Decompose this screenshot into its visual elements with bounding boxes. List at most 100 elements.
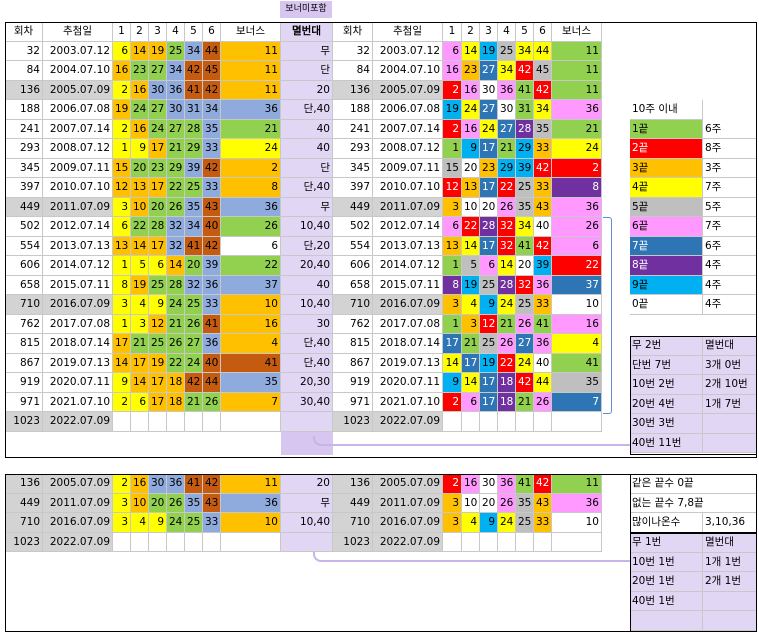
number-cell[interactable]: 14	[131, 373, 149, 393]
date-cell[interactable]: 2004.07.10	[43, 61, 113, 81]
header-round[interactable]: 회차	[5, 22, 43, 42]
ending-bonus-cell[interactable]: 2	[552, 158, 602, 178]
number-cell[interactable]: 17	[131, 353, 149, 373]
ending-number-cell[interactable]: 26	[498, 334, 516, 354]
bonus-cell[interactable]: 11	[221, 474, 281, 494]
round-cell[interactable]: 449	[5, 493, 43, 513]
number-cell[interactable]: 6	[149, 256, 167, 276]
round-cell-right[interactable]: 710	[333, 513, 373, 533]
summary-bottom-b[interactable]	[703, 611, 757, 631]
round-cell[interactable]: 815	[5, 334, 43, 354]
ending-number-cell[interactable]: 4	[462, 295, 480, 315]
round-cell[interactable]: 502	[5, 217, 43, 237]
number-cell[interactable]: 42	[185, 373, 203, 393]
ending-number-cell[interactable]: 41	[516, 236, 534, 256]
summary-bottom-a[interactable]: 10번 1번	[630, 552, 703, 572]
number-cell[interactable]: 20	[131, 158, 149, 178]
summary-top-a[interactable]: 무 2번	[630, 336, 703, 356]
round-cell-right[interactable]: 397	[333, 178, 373, 198]
number-cell[interactable]: 30	[149, 80, 167, 100]
ending-number-cell[interactable]: 4	[462, 513, 480, 533]
number-cell[interactable]: 14	[113, 353, 131, 373]
ending-number-cell[interactable]: 14	[462, 373, 480, 393]
number-cell[interactable]: 13	[113, 236, 131, 256]
number-cell[interactable]: 16	[131, 80, 149, 100]
summary-top-b[interactable]	[703, 414, 757, 434]
ending-number-cell[interactable]: 21	[498, 139, 516, 159]
ending-number-cell[interactable]: 19	[480, 41, 498, 61]
ending-number-cell[interactable]: 43	[534, 197, 552, 217]
ending-number-cell[interactable]: 42	[534, 236, 552, 256]
note-cell[interactable]: 무	[281, 41, 333, 61]
number-cell[interactable]: 22	[131, 217, 149, 237]
date-cell-right[interactable]: 2016.07.09	[373, 295, 443, 315]
number-cell[interactable]: 6	[113, 217, 131, 237]
number-cell[interactable]: 23	[131, 61, 149, 81]
note-cell[interactable]: 30,40	[281, 392, 333, 412]
date-cell-right[interactable]: 2014.07.12	[373, 256, 443, 276]
note-cell[interactable]: 40	[281, 275, 333, 295]
ending-bonus-cell[interactable]: 16	[552, 314, 602, 334]
ending-number-cell[interactable]: 32	[516, 275, 534, 295]
round-cell[interactable]: 188	[5, 100, 43, 120]
ending-number-cell[interactable]: 2	[443, 80, 462, 100]
date-cell-right[interactable]: 2005.07.09	[373, 474, 443, 494]
note-cell[interactable]: 20,30	[281, 373, 333, 393]
ending-number-cell[interactable]: 42	[516, 373, 534, 393]
ending-number-cell[interactable]: 32	[498, 236, 516, 256]
ending-number-cell[interactable]: 41	[516, 80, 534, 100]
number-cell[interactable]: 35	[185, 493, 203, 513]
date-cell[interactable]: 2014.07.12	[43, 256, 113, 276]
ending-number-cell[interactable]: 22	[498, 178, 516, 198]
date-cell-right[interactable]: 2021.07.10	[373, 392, 443, 412]
ending-number-cell[interactable]	[534, 532, 552, 552]
date-cell[interactable]: 2019.07.13	[43, 353, 113, 373]
bonus-cell[interactable]: 11	[221, 61, 281, 81]
ending-number-cell[interactable]: 30	[498, 100, 516, 120]
number-cell[interactable]: 10	[131, 493, 149, 513]
legend-weeks-0[interactable]: 4주	[703, 295, 757, 315]
ending-number-cell[interactable]: 34	[516, 41, 534, 61]
ending-number-cell[interactable]	[443, 412, 462, 432]
ending-number-cell[interactable]	[534, 412, 552, 432]
number-cell[interactable]: 29	[185, 139, 203, 159]
bonus-cell[interactable]: 37	[221, 275, 281, 295]
ending-number-cell[interactable]: 23	[480, 158, 498, 178]
ending-number-cell[interactable]: 24	[462, 100, 480, 120]
ending-number-cell[interactable]: 33	[534, 139, 552, 159]
date-cell-right[interactable]: 2017.07.08	[373, 314, 443, 334]
number-cell[interactable]: 33	[203, 139, 221, 159]
bonus-cell[interactable]: 6	[221, 236, 281, 256]
number-cell[interactable]: 31	[185, 100, 203, 120]
date-cell-right[interactable]: 2018.07.14	[373, 334, 443, 354]
note-missing-ending[interactable]: 없는 끝수 7,8끝	[630, 493, 757, 513]
bonus-cell[interactable]: 24	[221, 139, 281, 159]
ending-number-cell[interactable]: 17	[480, 236, 498, 256]
note-cell[interactable]: 단,40	[281, 334, 333, 354]
legend-title[interactable]: 10주 이내	[630, 100, 703, 120]
ending-number-cell[interactable]: 32	[498, 217, 516, 237]
ending-number-cell[interactable]: 34	[516, 217, 534, 237]
ending-number-cell[interactable]: 30	[480, 474, 498, 494]
bonus-cell[interactable]: 36	[221, 197, 281, 217]
ending-number-cell[interactable]: 3	[462, 314, 480, 334]
date-cell-right[interactable]: 2009.07.11	[373, 158, 443, 178]
number-cell[interactable]: 22	[167, 353, 185, 373]
ending-number-cell[interactable]: 1	[443, 139, 462, 159]
number-cell[interactable]: 39	[203, 256, 221, 276]
number-cell[interactable]: 19	[131, 275, 149, 295]
ending-number-cell[interactable]: 22	[498, 353, 516, 373]
number-cell[interactable]: 33	[203, 295, 221, 315]
number-cell[interactable]: 35	[185, 197, 203, 217]
ending-bonus-cell[interactable]: 36	[552, 197, 602, 217]
number-cell[interactable]: 28	[185, 119, 203, 139]
number-cell[interactable]: 6	[113, 41, 131, 61]
ending-number-cell[interactable]: 12	[443, 178, 462, 198]
number-cell[interactable]: 30	[149, 474, 167, 494]
note-cell[interactable]: 단	[281, 61, 333, 81]
number-cell[interactable]: 42	[203, 158, 221, 178]
number-cell[interactable]: 9	[149, 295, 167, 315]
number-cell[interactable]: 35	[203, 119, 221, 139]
number-cell[interactable]	[113, 532, 131, 552]
bonus-cell[interactable]	[221, 412, 281, 432]
